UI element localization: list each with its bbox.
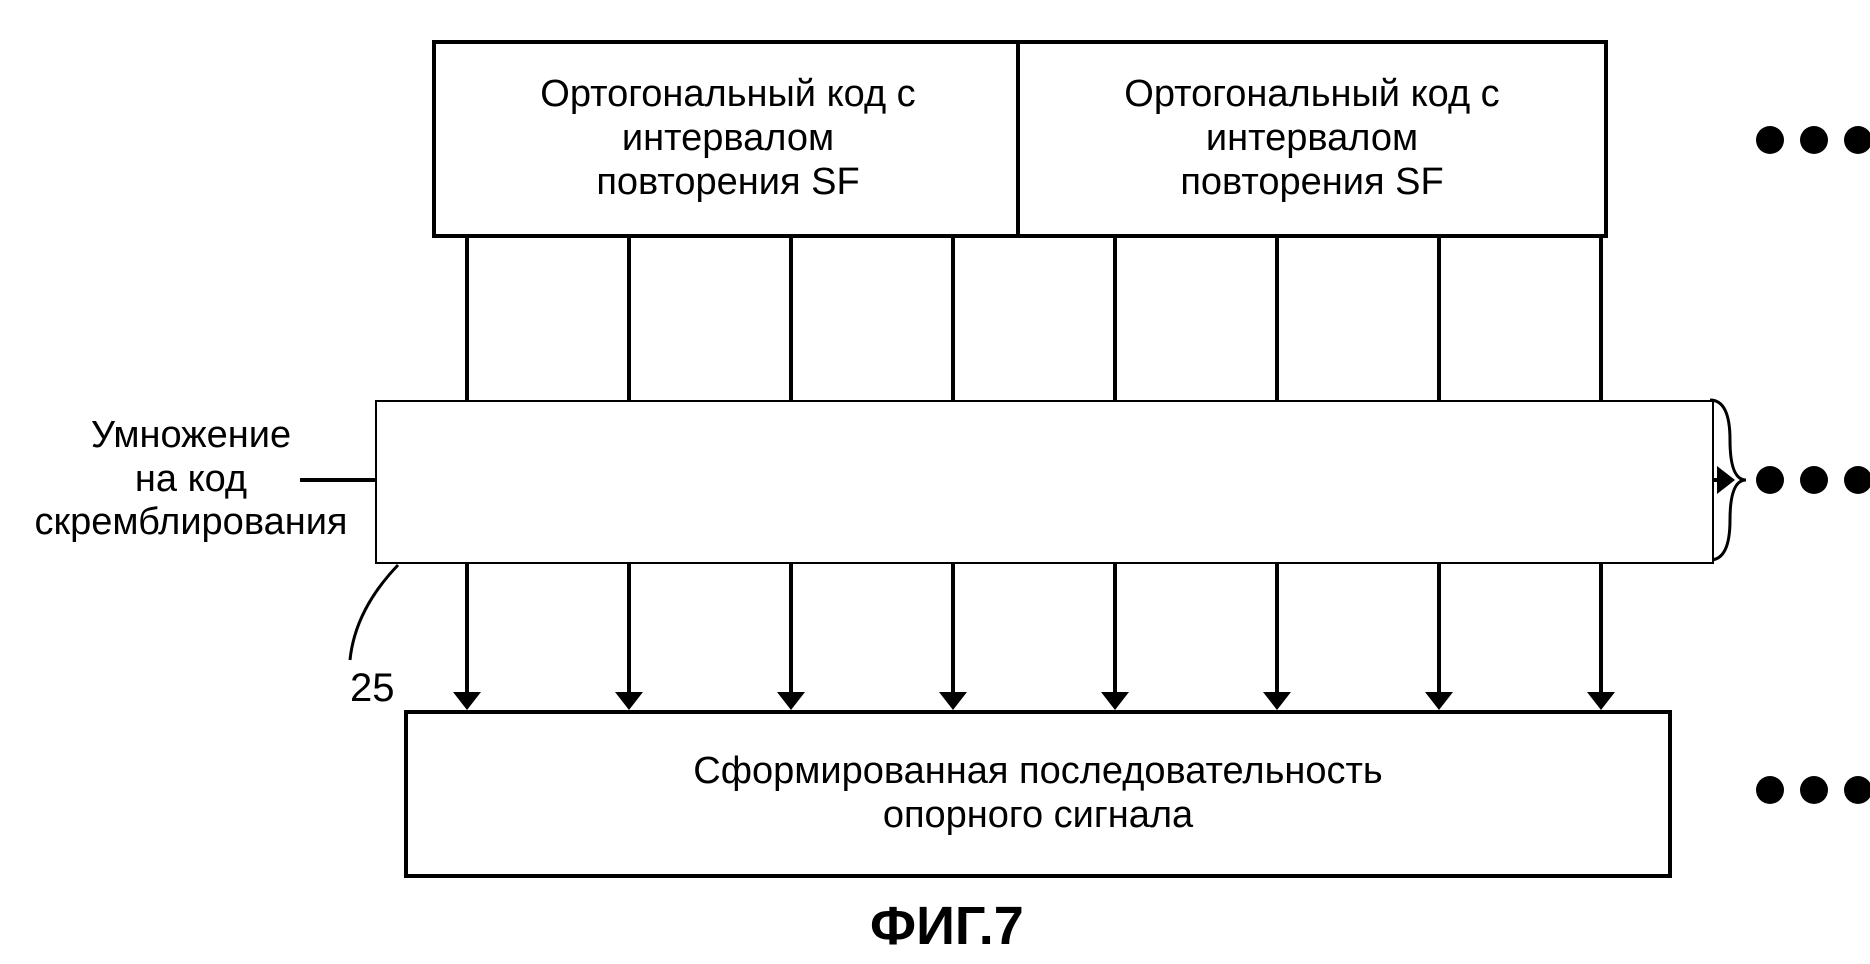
output-sequence-box: Сформированная последовательностьопорног… xyxy=(404,710,1672,878)
orthogonal-code-box-2: Ортогональный код синтерваломповторения … xyxy=(1016,40,1608,238)
orthogonal-code-box-1: Ортогональный код синтерваломповторения … xyxy=(432,40,1024,238)
orthogonal-code-label-1: Ортогональный код синтерваломповторения … xyxy=(540,73,915,204)
orthogonal-code-label-2: Ортогональный код синтерваломповторения … xyxy=(1124,73,1499,204)
scrambling-row-rect xyxy=(375,400,1714,564)
reference-number-25: 25 xyxy=(350,665,395,711)
output-sequence-label: Сформированная последовательностьопорног… xyxy=(693,750,1382,837)
scrambling-input-label: Умножениена кодскремблирования xyxy=(0,414,382,545)
figure-label: ФИГ.7 xyxy=(870,895,1024,957)
